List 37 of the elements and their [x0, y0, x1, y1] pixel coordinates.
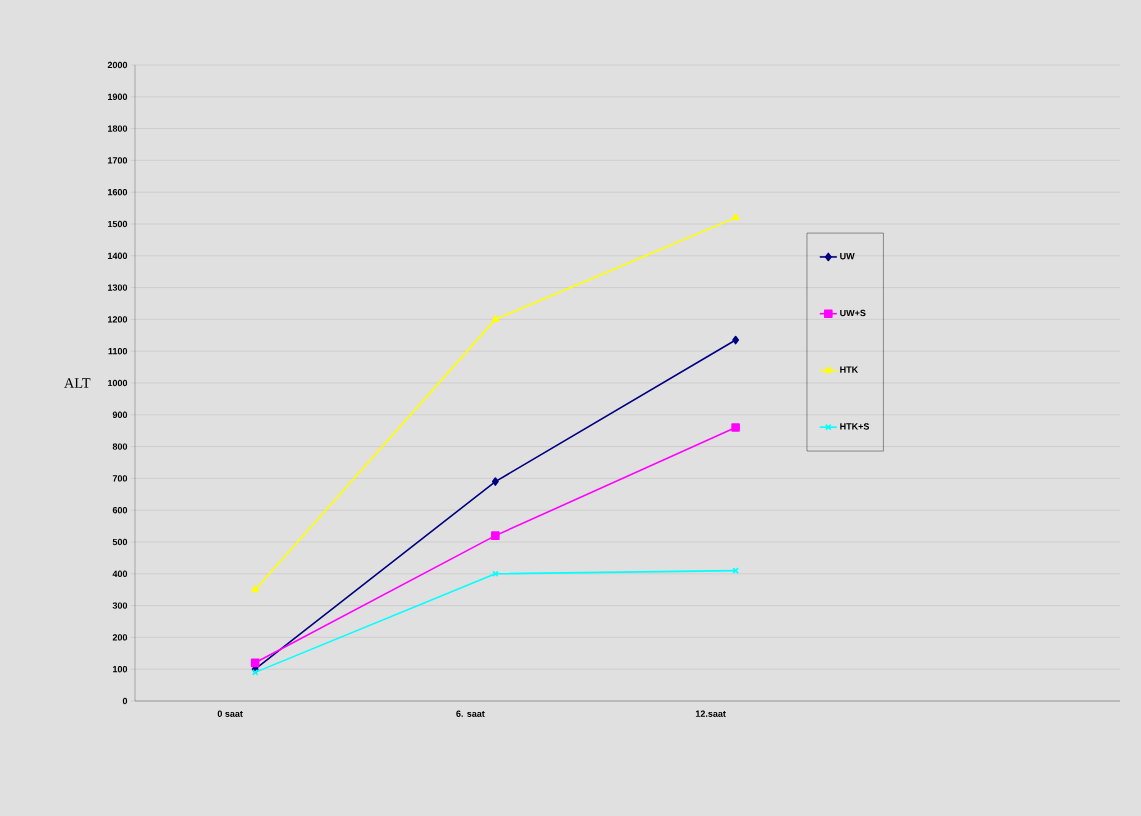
legend-label: HTK [840, 366, 859, 373]
legend-label: HTK+S [840, 423, 870, 430]
y-axis-title: ALT [64, 378, 91, 388]
point [491, 531, 500, 540]
y-tick-label: 1400 [108, 252, 128, 259]
y-tick-label: 900 [112, 411, 128, 418]
x-tick-label: 6. saat [456, 710, 485, 717]
y-tick-label: 1800 [108, 125, 128, 132]
point [731, 213, 740, 221]
y-tick-label: 1300 [108, 284, 128, 291]
y-tick-label: 1000 [108, 379, 128, 387]
y-tick-label: 500 [112, 538, 128, 546]
y-tick-label: 700 [112, 475, 128, 482]
y-tick-label: 400 [112, 570, 128, 577]
y-tick-label: 1100 [108, 348, 128, 355]
y-tick-label: 200 [112, 634, 128, 641]
point [491, 315, 500, 322]
point [732, 335, 740, 345]
x-tick-label: 12.saat [695, 710, 726, 717]
y-tick-label: 1200 [108, 316, 128, 323]
y-tick-label: 2000 [107, 61, 128, 69]
legend-label: UW+S [840, 309, 866, 317]
y-tick-label: 1500 [108, 220, 128, 228]
legend-label: UW [840, 253, 855, 260]
y-tick-label: 300 [112, 602, 128, 609]
y-tick-label: 600 [112, 507, 128, 514]
point [251, 585, 259, 593]
y-tick-label: 1700 [108, 157, 128, 164]
y-tick-label: 1900 [108, 93, 128, 100]
point [731, 423, 740, 432]
point [250, 658, 260, 668]
y-tick-label: 800 [112, 443, 128, 450]
point [491, 477, 499, 486]
y-tick-label: 1600 [108, 189, 128, 196]
y-tick-label: 0 [122, 697, 128, 705]
y-tick-label: 100 [113, 665, 128, 673]
x-tick-label: 0 saat [217, 710, 243, 717]
